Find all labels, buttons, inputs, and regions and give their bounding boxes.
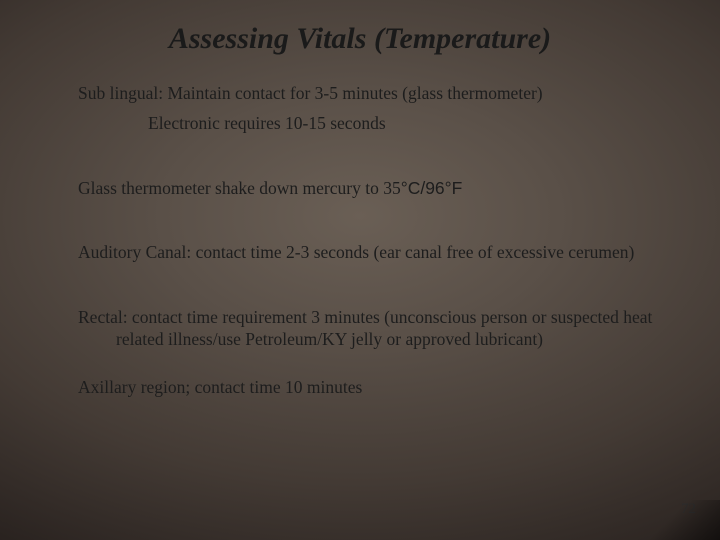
text-fragment: Glass thermometer shake down mercury to … — [78, 178, 401, 198]
slide: Assessing Vitals (Temperature) Sub lingu… — [0, 0, 720, 540]
spacer — [78, 143, 660, 177]
body-line-sublingual: Sub lingual: Maintain contact for 3-5 mi… — [78, 82, 660, 104]
body-line-auditory: Auditory Canal: contact time 2-3 seconds… — [78, 241, 660, 263]
body-line-rectal: Rectal: contact time requirement 3 minut… — [78, 306, 660, 351]
slide-title: Assessing Vitals (Temperature) — [0, 22, 720, 56]
body-line-glass-thermometer: Glass thermometer shake down mercury to … — [78, 177, 660, 199]
spacer — [78, 207, 660, 241]
text-fragment-units: °C/96°F — [401, 178, 463, 198]
slide-number: 72 — [681, 501, 696, 518]
body-line-axillary: Axillary region; contact time 10 minutes — [78, 376, 660, 398]
corner-shadow-decoration — [640, 500, 720, 540]
spacer — [78, 272, 660, 306]
body-line-electronic: Electronic requires 10-15 seconds — [78, 112, 660, 134]
spacer — [78, 358, 660, 376]
slide-body: Sub lingual: Maintain contact for 3-5 mi… — [78, 82, 660, 407]
